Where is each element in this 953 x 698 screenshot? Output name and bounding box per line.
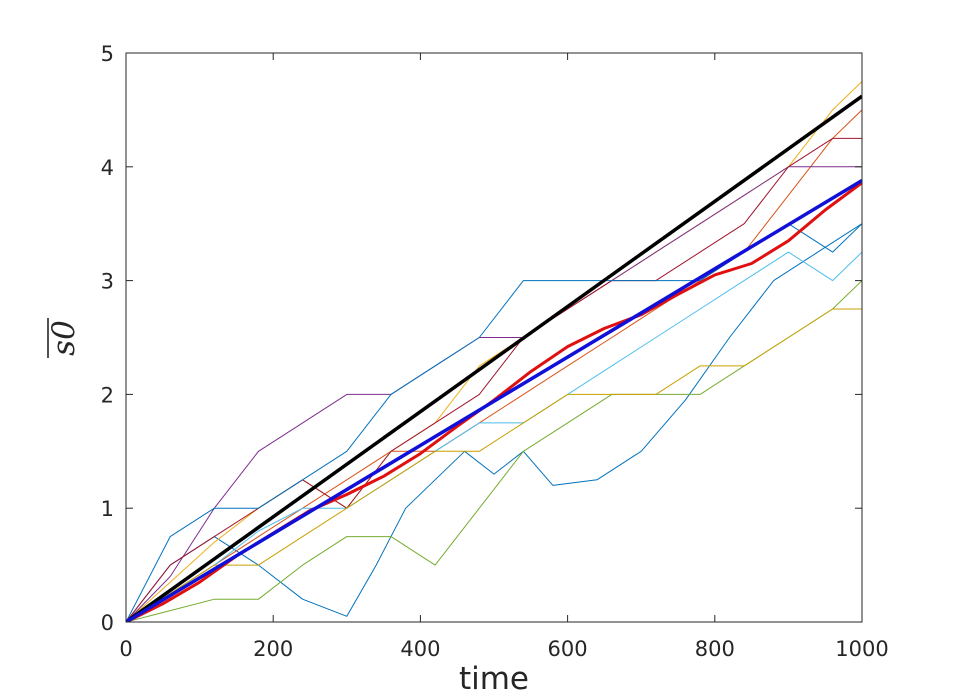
- x-tick-label: 1000: [835, 637, 888, 661]
- y-tick-label: 4: [101, 156, 114, 180]
- x-tick-label: 600: [548, 637, 588, 661]
- x-tick-label: 0: [119, 637, 132, 661]
- y-tick-label: 3: [101, 270, 114, 294]
- x-tick-label: 200: [253, 637, 293, 661]
- series-line-9: [126, 137, 862, 622]
- series-line-4: [126, 109, 862, 622]
- series-line-10: [126, 308, 862, 622]
- x-axis-label: time: [459, 661, 529, 697]
- series-line-8: [126, 251, 862, 622]
- series-line-0: [126, 94, 862, 622]
- series-line-6: [126, 166, 862, 622]
- y-tick-label: 1: [101, 497, 114, 521]
- y-axis-label-group: s0: [46, 318, 82, 358]
- series-layer: [126, 81, 862, 622]
- y-axis-label: s0: [46, 320, 82, 356]
- plot-frame: [125, 52, 863, 623]
- series-line-1: [126, 178, 862, 622]
- series-line-3: [126, 223, 862, 622]
- x-tick-label: 400: [400, 637, 440, 661]
- x-tick-label: 800: [695, 637, 735, 661]
- y-tick-label: 0: [101, 611, 114, 635]
- tick-layer: 0 200 400 600 800 1000 0 1 2 3 4 5: [101, 42, 889, 661]
- y-tick-label: 5: [101, 42, 114, 66]
- y-tick-label: 2: [101, 383, 114, 407]
